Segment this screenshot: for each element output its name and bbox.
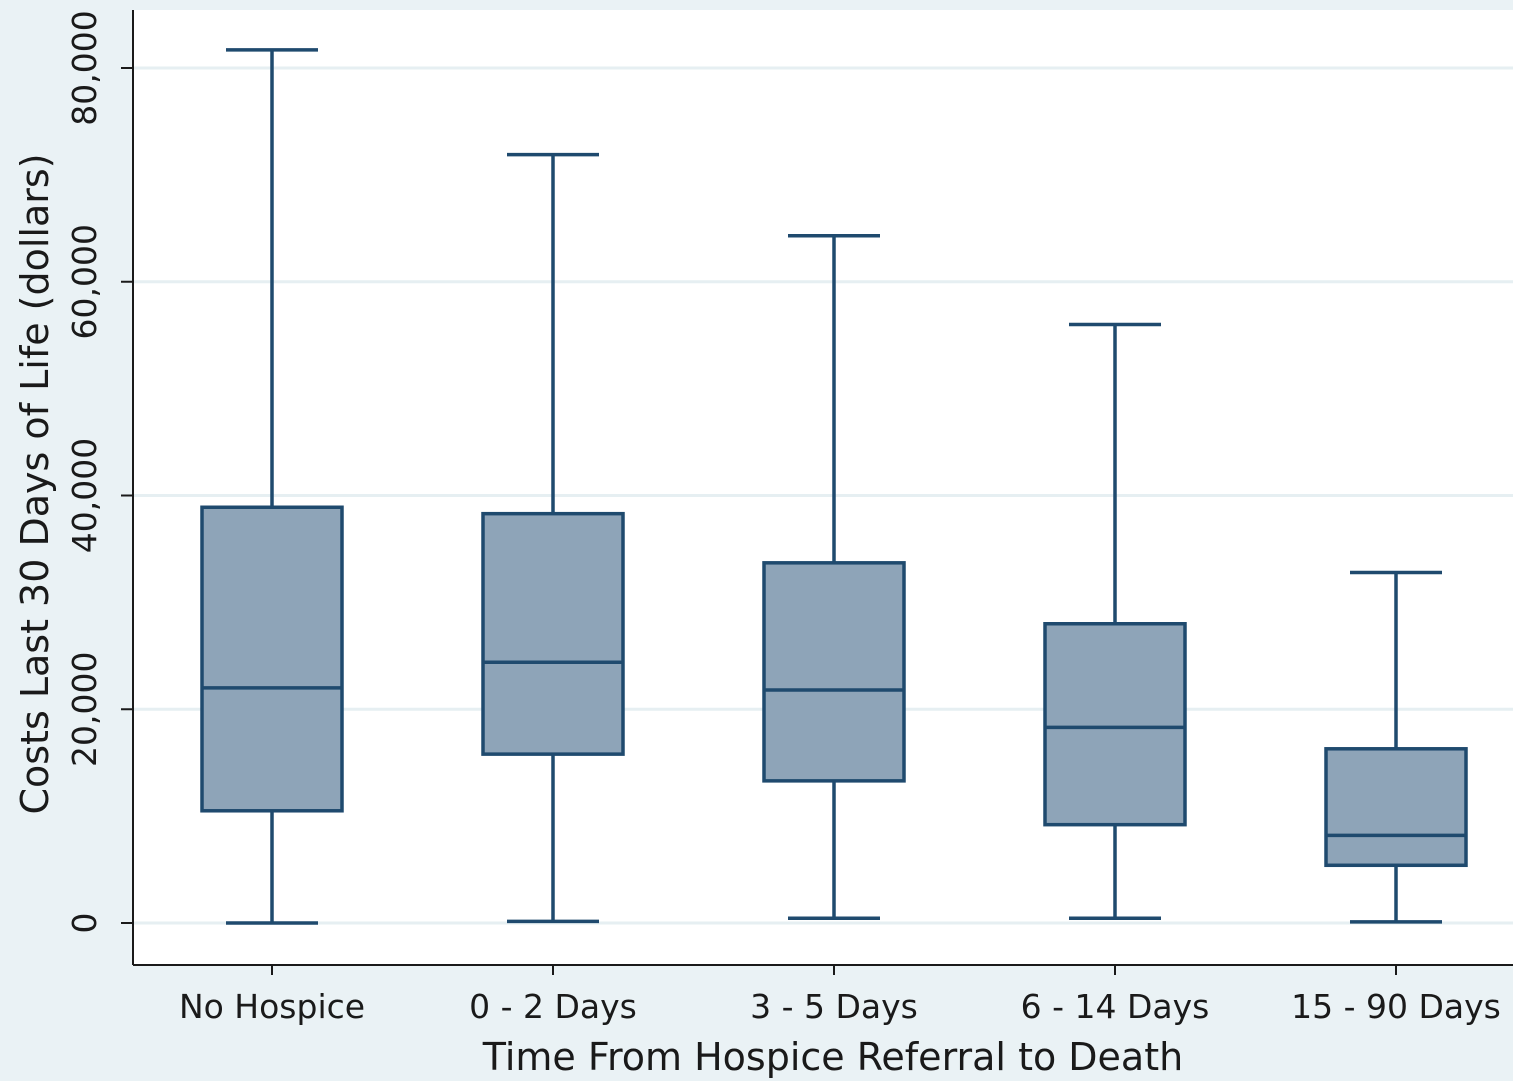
y-tick-label-60000: 60,000 (65, 224, 104, 339)
iqr-box (1324, 747, 1468, 868)
box-4 (1043, 322, 1187, 920)
axes (132, 10, 1513, 966)
plot-area (133, 10, 1513, 965)
gridlines (133, 66, 1513, 925)
iqr-box (762, 561, 906, 783)
iqr-box (481, 511, 625, 756)
box-5 (1324, 570, 1468, 924)
x-tick-label-2: 0 - 2 Days (469, 987, 637, 1026)
x-tick-label-1: No Hospice (179, 987, 365, 1026)
tick-labels: 0 20,000 40,000 60,000 80,000 No Hospice 0 - 2… (65, 10, 1501, 1026)
y-tick-label-20000: 20,000 (65, 652, 104, 767)
box-1 (200, 48, 344, 925)
y-tick-label-40000: 40,000 (65, 438, 104, 553)
x-tick-label-5: 15 - 90 Days (1291, 987, 1501, 1026)
y-axis-title: Costs Last 30 Days of Life (dollars) (13, 153, 57, 814)
y-tick-label-80000: 80,000 (65, 10, 104, 125)
iqr-box (200, 505, 344, 813)
iqr-box (1043, 622, 1187, 827)
y-tick-label-0: 0 (65, 913, 104, 934)
boxes-group (200, 48, 1468, 925)
x-tick-label-4: 6 - 14 Days (1021, 987, 1210, 1026)
box-2 (481, 152, 625, 924)
x-axis-title: Time From Hospice Referral to Death (482, 1035, 1183, 1079)
box-3 (762, 234, 906, 920)
x-tick-label-3: 3 - 5 Days (750, 987, 918, 1026)
